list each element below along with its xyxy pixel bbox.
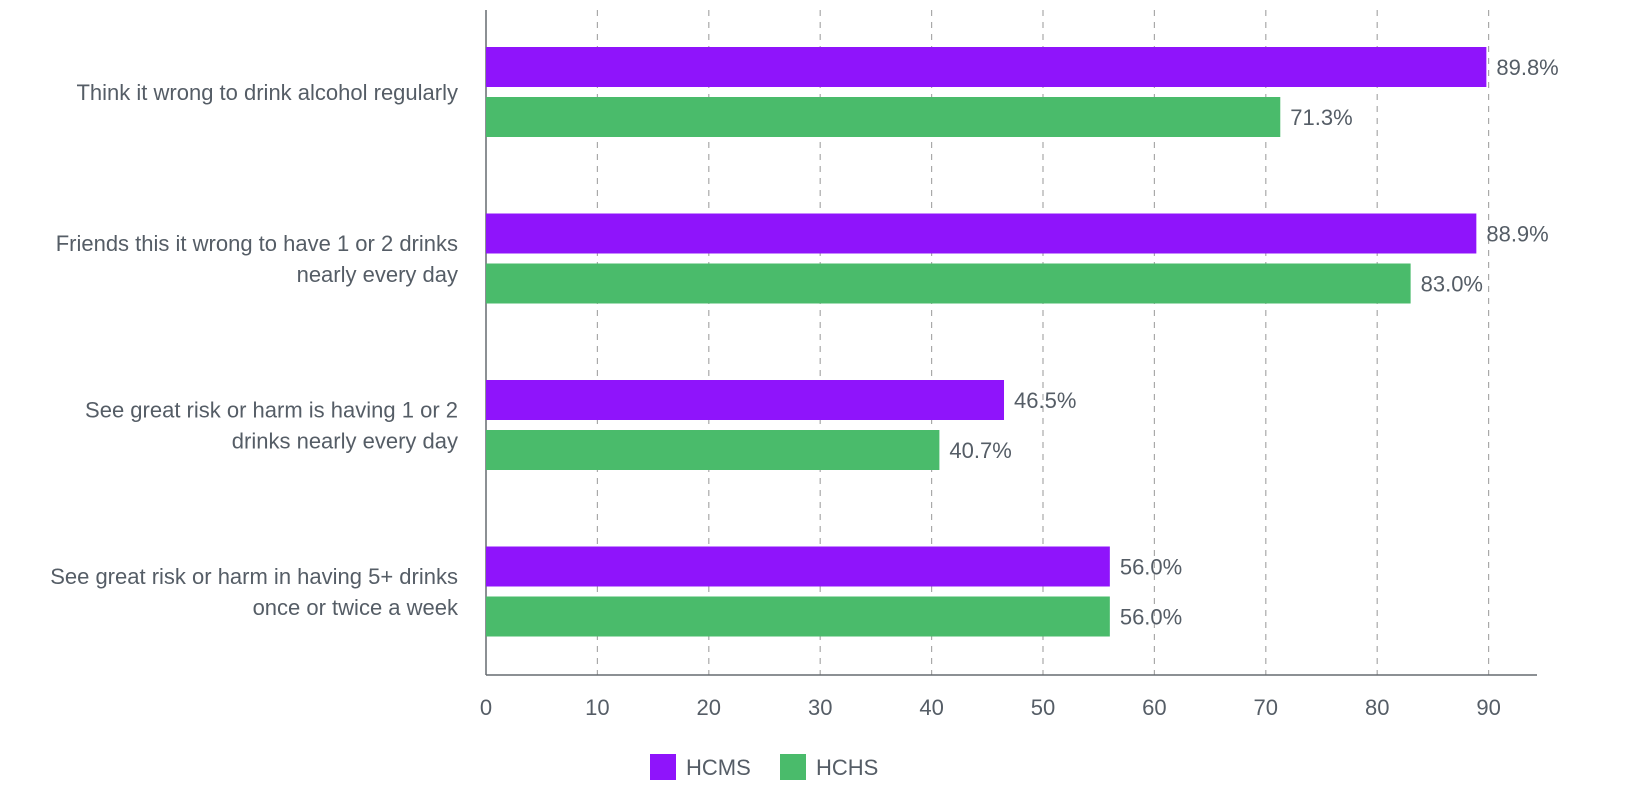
x-tick-label-60: 60	[1142, 695, 1166, 720]
legend-swatch-hchs	[780, 754, 806, 780]
x-tick-label-10: 10	[585, 695, 609, 720]
x-tick-label-80: 80	[1365, 695, 1389, 720]
category-label-line: nearly every day	[297, 262, 458, 287]
x-tick-labels: 0 10 20 30 40 50 60 70 80 90	[480, 695, 1501, 720]
value-label-hcms-3: 56.0%	[1120, 555, 1182, 580]
category-label-line: See great risk or harm in having 5+ drin…	[50, 564, 458, 589]
x-tick-label-50: 50	[1031, 695, 1055, 720]
value-labels: 89.8% 71.3% 88.9%83.0% 46.5%40.7% 56.0% 56.0%	[949, 55, 1558, 630]
bar-hcms-0	[486, 47, 1487, 87]
legend-swatch-hcms	[650, 754, 676, 780]
category-label-line: See great risk or harm is having 1 or 2	[85, 398, 458, 423]
category-label-3: See great risk or harm in having 5+ drin…	[50, 564, 459, 620]
value-label-hchs-2: 40.7%	[949, 438, 1011, 463]
legend-item-hchs[interactable]: HCHS	[780, 754, 878, 780]
legend[interactable]: HCMS HCHS	[650, 754, 878, 780]
bar-hcms-1	[486, 213, 1477, 254]
x-tick-label-30: 30	[808, 695, 832, 720]
category-labels: Think it wrong to drink alcohol regularl…	[50, 80, 459, 620]
bar-hchs-1	[486, 263, 1411, 304]
legend-item-hcms[interactable]: HCMS	[650, 754, 751, 780]
x-tick-label-20: 20	[697, 695, 721, 720]
bar-hchs-0	[486, 97, 1281, 137]
category-label-line: once or twice a week	[253, 595, 459, 620]
value-label-hchs-3: 56.0%	[1120, 605, 1182, 630]
x-tick-label-90: 90	[1476, 695, 1500, 720]
category-label-2: See great risk or harm is having 1 or 2 d…	[85, 398, 458, 454]
legend-label-hchs: HCHS	[816, 755, 878, 780]
value-label-hcms-0: 89.8%	[1496, 55, 1558, 80]
value-label-hcms-2: 46.5%	[1014, 388, 1076, 413]
bars	[486, 47, 1487, 637]
category-label-line: drinks nearly every day	[232, 429, 458, 454]
value-label-hchs-1: 83.0%	[1421, 272, 1483, 297]
category-label-line: Friends this it wrong to have 1 or 2 dri…	[56, 231, 458, 256]
x-tick-label-70: 70	[1254, 695, 1278, 720]
x-tick-label-0: 0	[480, 695, 492, 720]
value-label-hchs-0: 71.3%	[1290, 105, 1352, 130]
x-tick-label-40: 40	[919, 695, 943, 720]
category-label-0: Think it wrong to drink alcohol regularl…	[76, 80, 458, 105]
bar-hcms-2	[486, 380, 1005, 420]
category-label-1: Friends this it wrong to have 1 or 2 dri…	[56, 231, 458, 287]
bar-hchs-2	[486, 430, 940, 470]
bar-hcms-3	[486, 546, 1110, 587]
category-label-line: Think it wrong to drink alcohol regularl…	[76, 80, 458, 105]
bar-hchs-3	[486, 596, 1110, 637]
value-label-hcms-1: 88.9%	[1486, 222, 1548, 247]
legend-label-hcms: HCMS	[686, 755, 751, 780]
